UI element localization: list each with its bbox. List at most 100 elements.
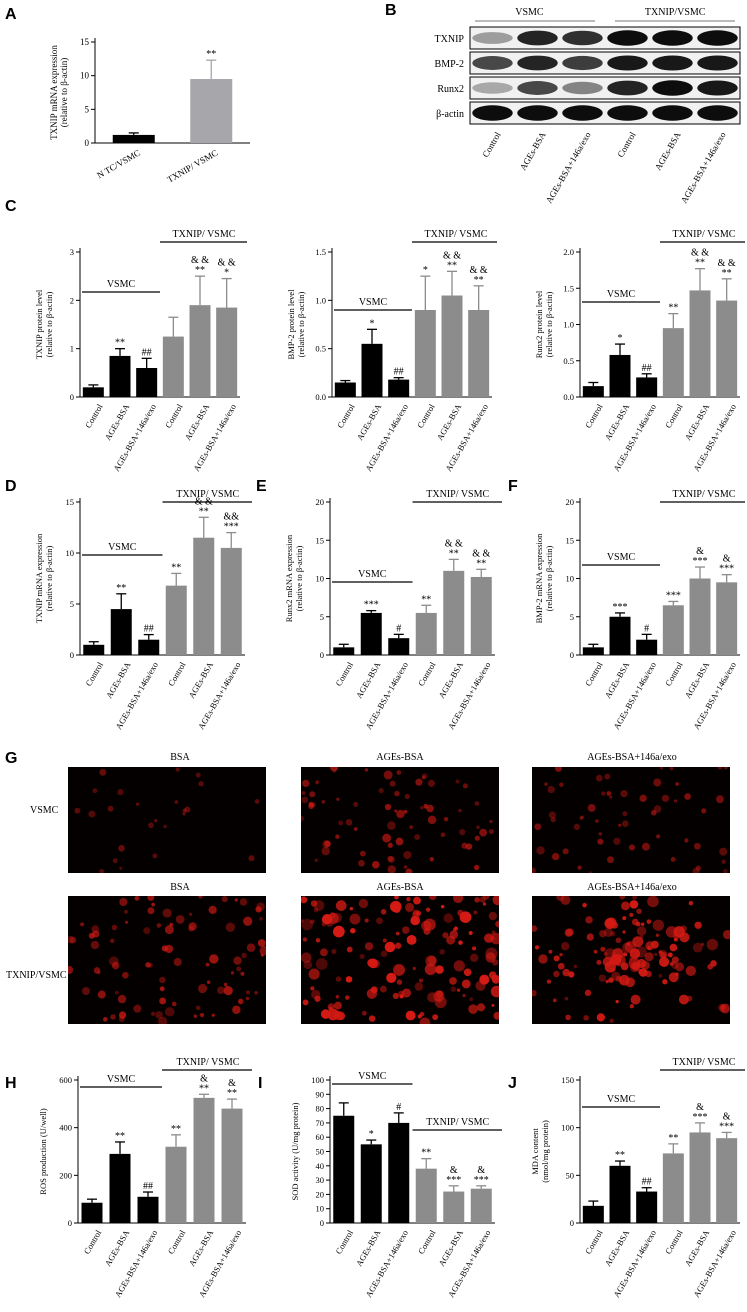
cell — [618, 974, 630, 986]
bar — [81, 1202, 103, 1223]
cell — [82, 987, 91, 996]
cell — [370, 986, 378, 994]
blot-band — [652, 30, 693, 46]
y-axis-label: TXNIP protein level — [34, 289, 44, 359]
cell — [103, 1017, 108, 1022]
y-tick-label: 50 — [566, 1170, 575, 1180]
chart-c2: 0.0 0.5 1.0 1.5 BMP-2 protein level (relative… — [286, 229, 497, 473]
cell — [92, 930, 100, 938]
cell — [378, 787, 384, 794]
cell — [412, 966, 416, 971]
cell — [404, 794, 410, 800]
cell — [358, 898, 369, 909]
micrograph-col-label: AGEs-BSA+146a/exo — [587, 752, 677, 763]
bar — [388, 379, 410, 397]
y-axis-label: SOD activity (U/mg protein) — [290, 1102, 300, 1200]
cell — [118, 844, 125, 852]
y-tick-label: 1.0 — [563, 320, 574, 330]
cell — [624, 940, 637, 953]
cell — [353, 801, 359, 807]
category-label: Control — [663, 1228, 685, 1256]
category-label: AGEs-BSA — [104, 659, 133, 700]
y-tick-label: 0 — [68, 1218, 72, 1228]
significance-mark: *** — [446, 1175, 461, 1186]
cell — [548, 949, 553, 954]
significance-mark: & — [477, 1165, 485, 1176]
bar — [165, 1146, 187, 1223]
cell — [162, 908, 172, 918]
y-tick-label: 0 — [85, 138, 90, 148]
cell — [583, 1015, 589, 1021]
y-tick-label: 15 — [80, 37, 90, 47]
cell — [314, 995, 321, 1002]
cell — [463, 968, 472, 977]
cell — [546, 979, 552, 984]
cell — [111, 961, 120, 970]
cell — [405, 1010, 416, 1021]
cell — [646, 919, 652, 924]
cell — [338, 820, 344, 826]
cell — [198, 781, 204, 787]
micrograph-col-label: AGEs-BSA — [376, 882, 424, 893]
cell — [579, 816, 583, 820]
cell — [477, 1003, 486, 1012]
y-tick-label: 5 — [85, 104, 90, 114]
bar — [193, 1097, 215, 1223]
chart-f: 0 5 10 15 20 BMP-2 mRNA expression (relative t… — [534, 489, 745, 731]
cell — [394, 896, 399, 900]
y-tick-label: 10 — [316, 1204, 325, 1214]
bar — [609, 1165, 631, 1223]
cell — [232, 1005, 241, 1014]
cell — [629, 912, 634, 918]
cell — [669, 943, 678, 952]
cell — [602, 956, 613, 967]
significance-mark: && — [223, 512, 239, 523]
bar — [193, 537, 215, 655]
cell — [439, 949, 445, 955]
micrograph-cells — [74, 767, 260, 873]
cell — [234, 898, 238, 902]
cell — [661, 794, 670, 803]
cell — [629, 957, 633, 961]
y-tick-label: 10 — [566, 574, 575, 584]
significance-mark: ** — [449, 548, 459, 559]
group-label: VSMC — [607, 552, 636, 563]
cell — [630, 994, 641, 1005]
bar — [470, 576, 492, 655]
cell — [336, 797, 340, 801]
cell — [223, 986, 233, 996]
blot-row-label: TXNIP — [435, 34, 465, 45]
bar — [190, 79, 233, 143]
cell — [455, 779, 460, 784]
cell — [610, 954, 622, 966]
cell — [458, 808, 462, 813]
micrograph-vsmc-ages-bsa-146a — [532, 767, 730, 873]
chart-a: 0 5 10 15 TXNIP mRNA expression (relative to … — [49, 37, 250, 185]
cell — [372, 860, 380, 869]
cell — [495, 920, 499, 928]
cell — [99, 869, 105, 873]
significance-mark: *** — [719, 564, 734, 575]
micrograph-col-label: AGEs-BSA+146a/exo — [587, 882, 677, 893]
cell — [208, 905, 217, 914]
cell — [606, 791, 612, 796]
y-tick-label: 5 — [70, 599, 74, 609]
cell — [449, 977, 457, 985]
cell — [593, 949, 598, 954]
bar — [716, 582, 738, 655]
cell — [553, 955, 560, 962]
cell — [396, 979, 403, 985]
cell — [673, 799, 678, 803]
cell — [421, 773, 428, 779]
cell — [389, 900, 402, 913]
cell — [688, 901, 694, 906]
significance-mark: ## — [642, 1177, 652, 1188]
cell — [551, 852, 560, 861]
cell — [198, 983, 208, 994]
cell — [452, 896, 464, 904]
bar — [582, 386, 604, 397]
cell — [479, 896, 486, 903]
cell — [311, 989, 321, 1000]
cell — [582, 902, 587, 908]
category-label: Control — [333, 660, 355, 688]
